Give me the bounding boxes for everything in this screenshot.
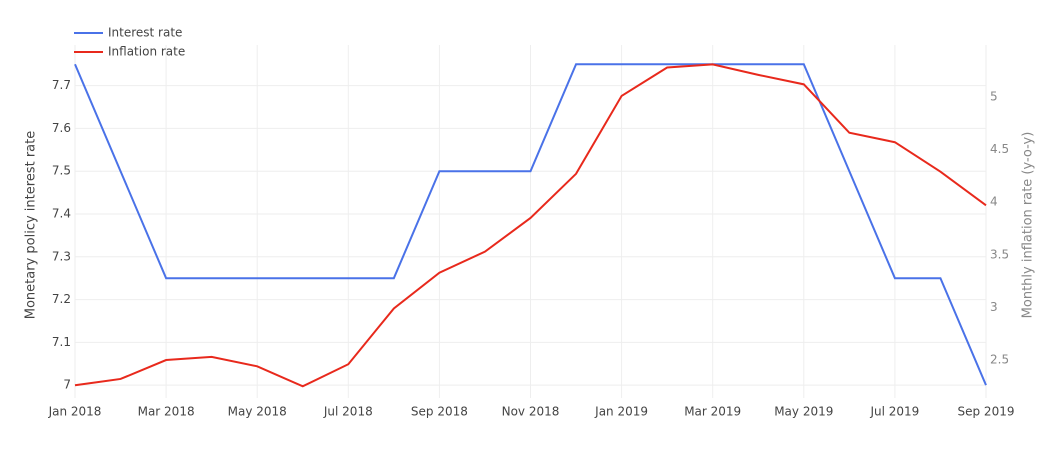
x-tick-label: Jul 2018 <box>323 405 373 419</box>
x-tick-label: May 2019 <box>774 405 833 419</box>
y2-axis-title: Monthly inflation rate (y-o-y) <box>1021 132 1036 319</box>
y-axis-title: Monetary policy interest rate <box>24 131 39 319</box>
x-tick-label: May 2018 <box>228 405 287 419</box>
y-tick-label: 7.4 <box>52 207 71 221</box>
x-tick-label: Sep 2019 <box>958 405 1015 419</box>
y-tick-label: 7.5 <box>52 164 71 178</box>
x-tick-label: Nov 2018 <box>502 405 560 419</box>
y-tick-label: 7.7 <box>52 78 71 92</box>
y-tick-label: 7.2 <box>52 292 71 306</box>
x-tick-label: Jul 2019 <box>869 405 919 419</box>
y2-tick-label: 4.5 <box>990 142 1009 156</box>
y2-tick-label: 5 <box>990 89 998 103</box>
x-tick-label: Jan 2018 <box>48 405 102 419</box>
y-tick-label: 7 <box>63 378 71 392</box>
y2-tick-label: 2.5 <box>990 353 1009 367</box>
y-tick-label: 7.1 <box>52 335 71 349</box>
y2-tick-label: 3 <box>990 300 998 314</box>
y-tick-label: 7.3 <box>52 249 71 263</box>
x-tick-label: Sep 2018 <box>411 405 468 419</box>
y2-tick-label: 3.5 <box>990 247 1009 261</box>
legend-label: Inflation rate <box>108 45 185 59</box>
x-tick-label: Mar 2019 <box>684 405 741 419</box>
y2-tick-label: 4 <box>990 195 998 209</box>
legend-label: Interest rate <box>108 26 182 40</box>
x-tick-label: Jan 2019 <box>594 405 648 419</box>
y-tick-label: 7.6 <box>52 121 71 135</box>
x-tick-label: Mar 2018 <box>138 405 195 419</box>
line-series <box>74 63 987 388</box>
line-series <box>74 63 987 386</box>
